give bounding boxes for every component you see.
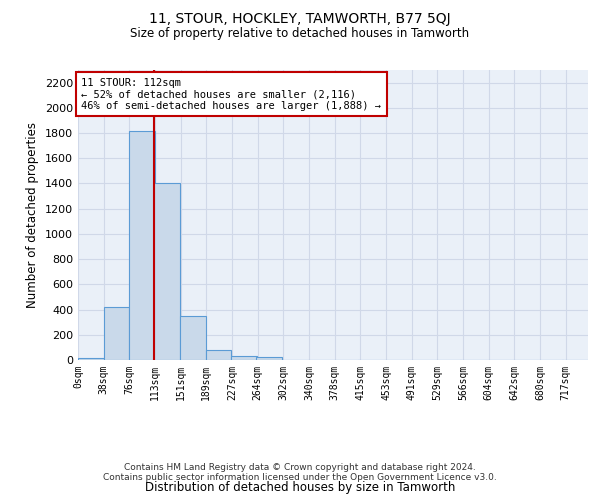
Text: Contains HM Land Registry data © Crown copyright and database right 2024.: Contains HM Land Registry data © Crown c… (124, 464, 476, 472)
Bar (232, 356, 257, 360)
Bar (78, 358, 104, 360)
Text: Contains public sector information licensed under the Open Government Licence v3: Contains public sector information licen… (103, 474, 497, 482)
Bar (256, 358, 282, 360)
Bar (180, 316, 206, 360)
Bar (206, 350, 232, 360)
Bar (154, 184, 180, 360)
Text: 11 STOUR: 112sqm
← 52% of detached houses are smaller (2,116)
46% of semi-detach: 11 STOUR: 112sqm ← 52% of detached house… (82, 78, 382, 111)
Bar (130, 130, 155, 360)
Y-axis label: Number of detached properties: Number of detached properties (26, 122, 40, 308)
Bar (104, 307, 130, 360)
Text: 11, STOUR, HOCKLEY, TAMWORTH, B77 5QJ: 11, STOUR, HOCKLEY, TAMWORTH, B77 5QJ (149, 12, 451, 26)
Text: Distribution of detached houses by size in Tamworth: Distribution of detached houses by size … (145, 481, 455, 494)
Text: Size of property relative to detached houses in Tamworth: Size of property relative to detached ho… (130, 28, 470, 40)
